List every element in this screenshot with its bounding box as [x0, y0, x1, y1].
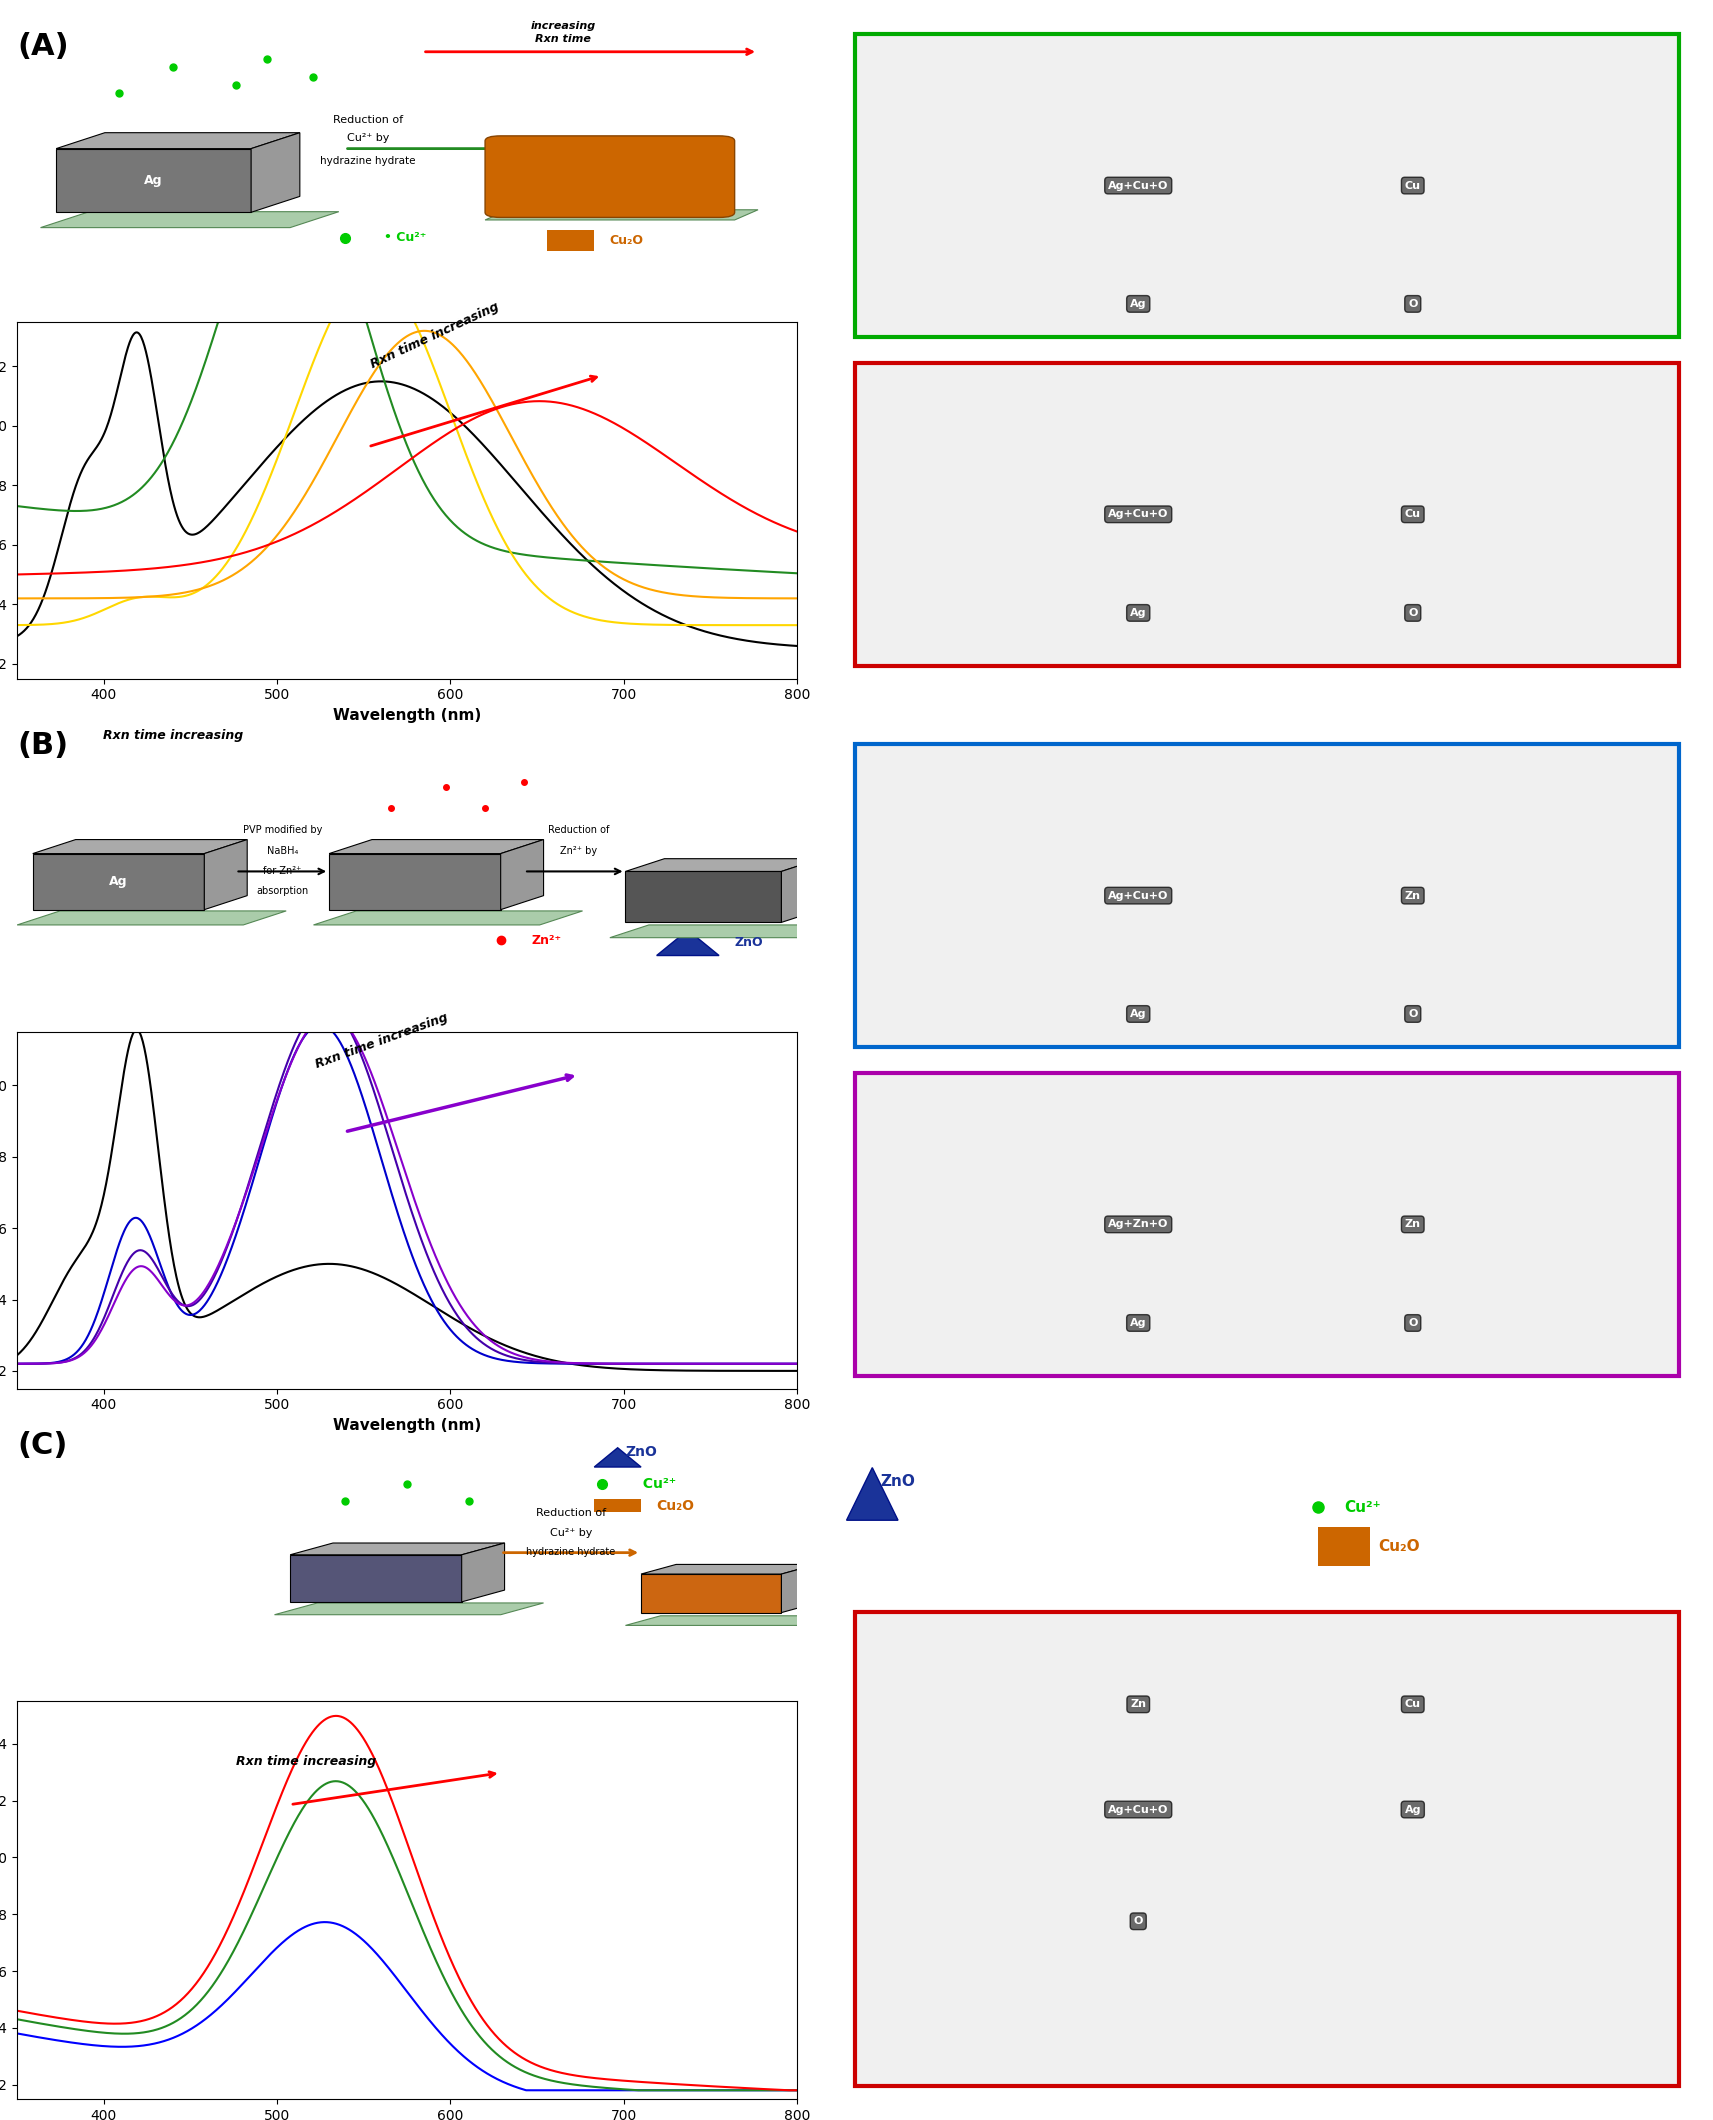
Text: Ag+Cu+O: Ag+Cu+O	[1108, 1804, 1168, 1815]
Text: Ag: Ag	[110, 876, 128, 888]
Text: Cu²⁺: Cu²⁺	[1345, 1499, 1381, 1514]
Polygon shape	[33, 840, 247, 854]
FancyBboxPatch shape	[485, 136, 735, 218]
Polygon shape	[57, 134, 300, 148]
Text: (A): (A)	[17, 32, 69, 61]
Polygon shape	[463, 1543, 505, 1603]
Text: Rxn time increasing: Rxn time increasing	[235, 1755, 375, 1768]
FancyBboxPatch shape	[855, 744, 1679, 1047]
FancyBboxPatch shape	[1319, 1526, 1370, 1567]
Polygon shape	[252, 134, 300, 212]
Text: ZnO: ZnO	[735, 937, 764, 950]
Text: (B): (B)	[17, 731, 69, 761]
Text: NaBH₄: NaBH₄	[267, 846, 298, 856]
FancyBboxPatch shape	[855, 1073, 1679, 1376]
Text: Rxn time increasing: Rxn time increasing	[368, 301, 500, 371]
Text: Cu²⁺ by: Cu²⁺ by	[348, 134, 389, 142]
Text: Cu: Cu	[1405, 509, 1420, 519]
Text: O: O	[1408, 1009, 1417, 1020]
Text: O: O	[1408, 299, 1417, 310]
Polygon shape	[274, 1603, 543, 1615]
X-axis label: Wavelength (nm): Wavelength (nm)	[332, 708, 481, 723]
Text: Ag: Ag	[1131, 608, 1146, 617]
Text: Ag+Cu+O: Ag+Cu+O	[1108, 180, 1168, 191]
Text: Ag: Ag	[1131, 1009, 1146, 1020]
FancyBboxPatch shape	[855, 1613, 1679, 2086]
Polygon shape	[33, 854, 204, 909]
Text: Zn²⁺ by: Zn²⁺ by	[560, 846, 598, 856]
Polygon shape	[594, 1448, 641, 1467]
Text: (C): (C)	[17, 1431, 67, 1461]
Text: PVP modified by: PVP modified by	[243, 825, 322, 835]
Text: ZnO: ZnO	[880, 1473, 916, 1488]
Polygon shape	[289, 1554, 463, 1603]
Text: hydrazine hydrate: hydrazine hydrate	[320, 157, 416, 165]
Text: Ag+Cu+O: Ag+Cu+O	[1108, 890, 1168, 901]
Text: • Cu²⁺: • Cu²⁺	[384, 231, 427, 244]
Text: Rxn time increasing: Rxn time increasing	[103, 729, 243, 742]
Text: for Zn²⁺: for Zn²⁺	[264, 865, 301, 876]
Text: Zn: Zn	[1131, 1700, 1146, 1709]
Text: O: O	[1408, 1319, 1417, 1327]
Polygon shape	[289, 1543, 505, 1554]
Text: Reduction of: Reduction of	[536, 1507, 606, 1518]
Text: Ag: Ag	[1405, 1804, 1422, 1815]
Polygon shape	[485, 210, 759, 220]
Text: O: O	[1134, 1916, 1143, 1927]
Polygon shape	[846, 1467, 898, 1520]
Polygon shape	[610, 924, 860, 937]
Text: Cu₂O: Cu₂O	[1379, 1539, 1420, 1554]
Text: hydrazine hydrate: hydrazine hydrate	[526, 1548, 615, 1556]
Text: Cu: Cu	[1405, 1700, 1420, 1709]
Text: ZnO: ZnO	[625, 1446, 658, 1459]
Polygon shape	[500, 840, 543, 909]
Polygon shape	[313, 912, 582, 924]
Polygon shape	[17, 912, 286, 924]
Text: Rxn time: Rxn time	[534, 34, 591, 45]
FancyBboxPatch shape	[548, 231, 594, 250]
Text: Zn: Zn	[1405, 890, 1420, 901]
Text: Zn²⁺: Zn²⁺	[531, 933, 562, 948]
Text: Zn: Zn	[1405, 1219, 1420, 1230]
Text: Ag+Cu+O: Ag+Cu+O	[1108, 509, 1168, 519]
Polygon shape	[641, 1573, 781, 1613]
Text: Ag: Ag	[144, 174, 163, 187]
Text: Reduction of: Reduction of	[548, 825, 610, 835]
Polygon shape	[625, 859, 821, 871]
Polygon shape	[781, 859, 821, 922]
Text: O: O	[1408, 608, 1417, 617]
Polygon shape	[57, 148, 252, 212]
Polygon shape	[625, 871, 781, 922]
Text: Cu₂O: Cu₂O	[610, 233, 644, 246]
Text: Reduction of: Reduction of	[332, 114, 403, 125]
Text: Cu²⁺: Cu²⁺	[634, 1478, 677, 1490]
Text: Ag: Ag	[1131, 299, 1146, 310]
Polygon shape	[781, 1565, 817, 1613]
Polygon shape	[641, 1565, 817, 1573]
FancyBboxPatch shape	[855, 34, 1679, 337]
Text: Cu₂O: Cu₂O	[656, 1499, 695, 1512]
Text: Cu²⁺ by: Cu²⁺ by	[550, 1529, 593, 1537]
X-axis label: Wavelength (nm): Wavelength (nm)	[332, 1418, 481, 1433]
Text: increasing: increasing	[531, 21, 596, 32]
Polygon shape	[204, 840, 247, 909]
Polygon shape	[329, 854, 500, 909]
FancyBboxPatch shape	[594, 1499, 641, 1512]
Polygon shape	[41, 212, 339, 227]
Text: Ag: Ag	[1131, 1319, 1146, 1327]
Text: Cu: Cu	[1405, 180, 1420, 191]
FancyBboxPatch shape	[855, 363, 1679, 666]
Polygon shape	[656, 931, 719, 956]
Text: Ag+Zn+O: Ag+Zn+O	[1108, 1219, 1168, 1230]
Polygon shape	[329, 840, 543, 854]
Text: Rxn time increasing: Rxn time increasing	[313, 1011, 451, 1071]
Polygon shape	[625, 1615, 855, 1626]
Text: absorption: absorption	[257, 886, 308, 897]
